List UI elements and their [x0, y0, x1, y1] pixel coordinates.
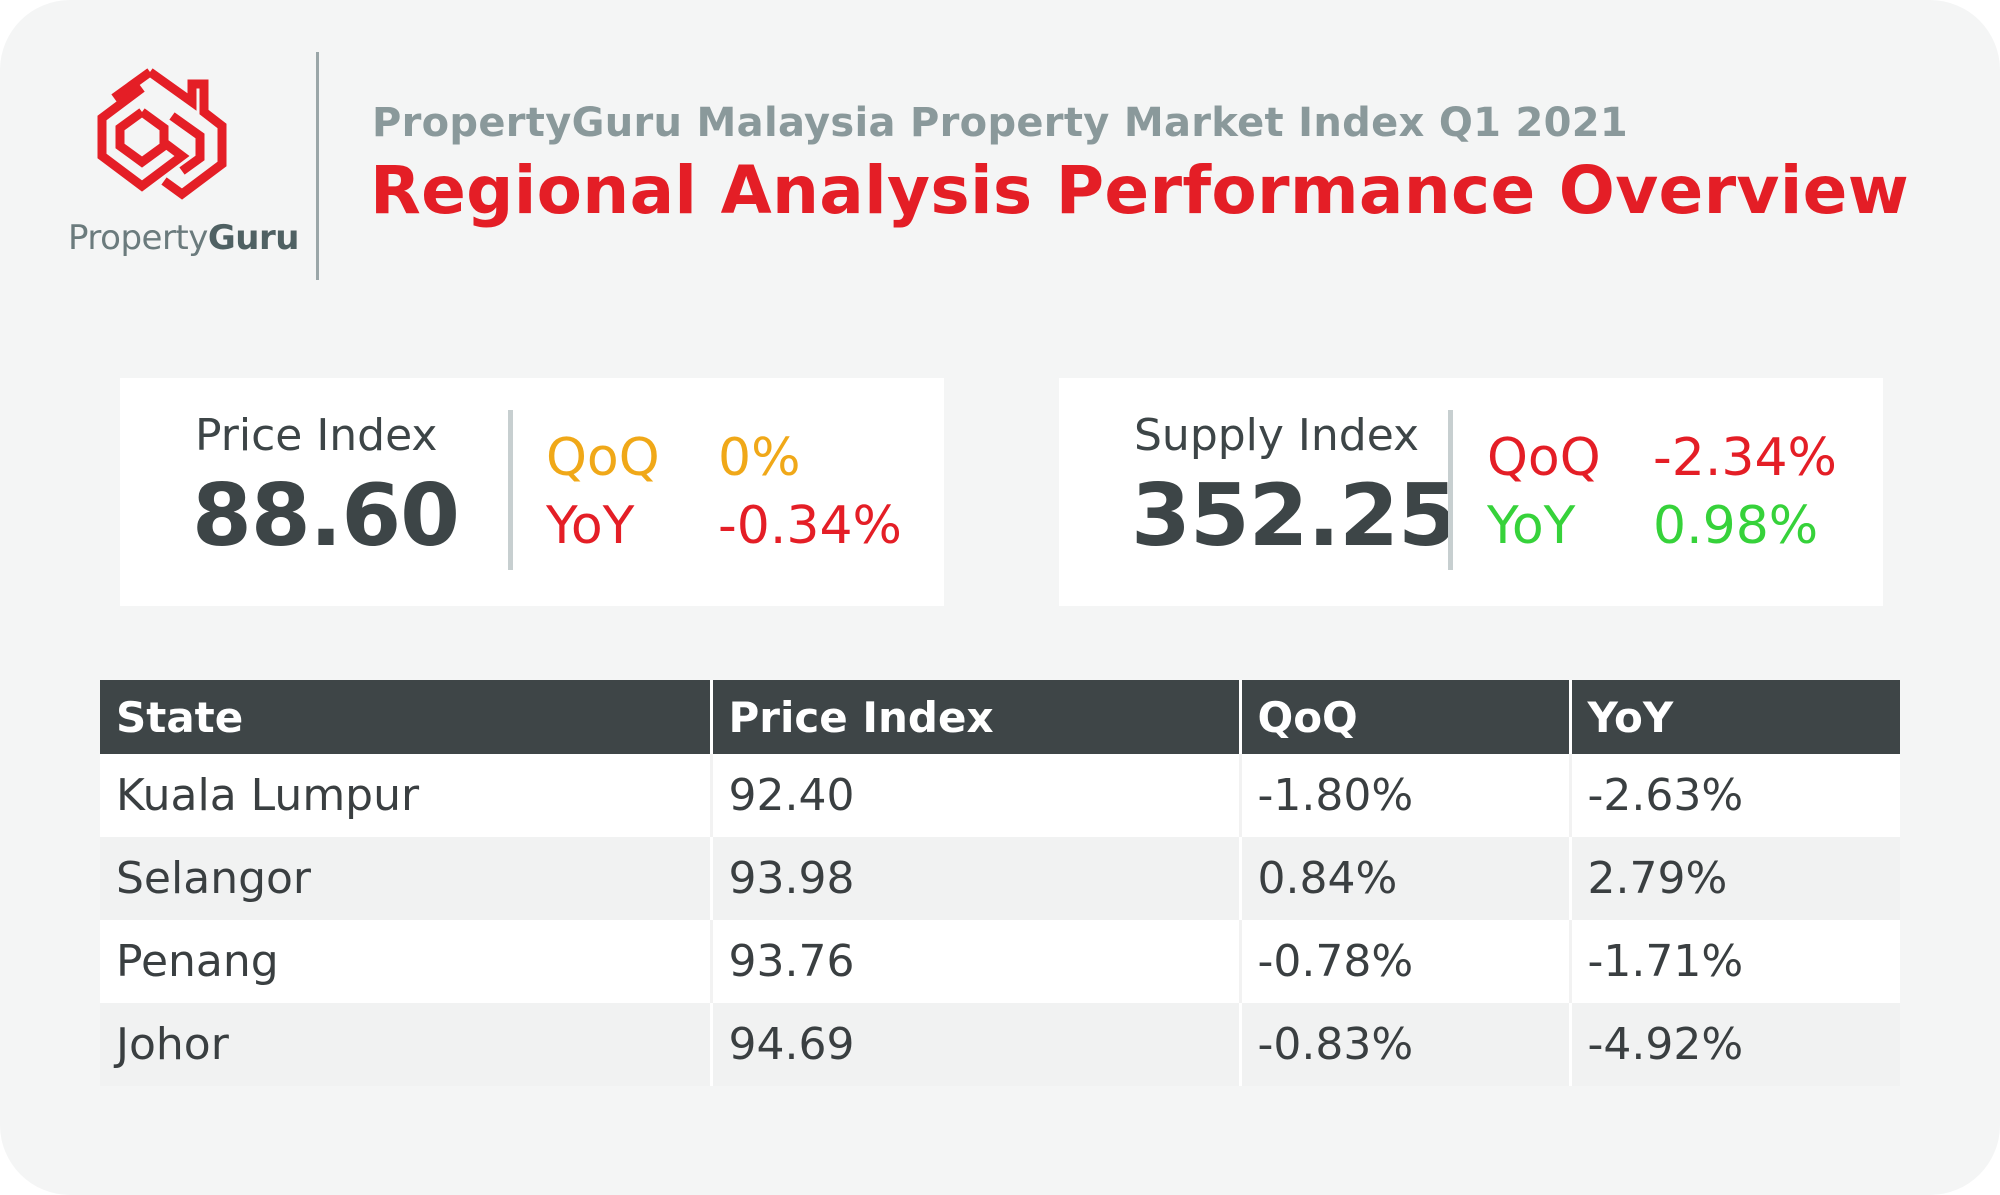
yoy-cell: -4.92% — [1568, 1003, 1900, 1086]
yoy-cell: -1.71% — [1568, 920, 1900, 1003]
yoy-cell: -2.63% — [1568, 754, 1900, 837]
column-header: Price Index — [709, 680, 1240, 754]
page-subtitle: PropertyGuru Malaysia Property Market In… — [372, 100, 1629, 146]
state-cell: Penang — [100, 920, 711, 1003]
supply-yoy-value: 0.98% — [1653, 496, 1819, 556]
column-header: State — [100, 680, 711, 754]
propertyguru-logo: PropertyGuru — [62, 66, 299, 276]
price-index-value: 88.60 — [192, 466, 460, 566]
logo-text-regular: Property — [68, 218, 208, 258]
supply-qoq-label: QoQ — [1487, 428, 1601, 488]
column-header: QoQ — [1238, 680, 1570, 754]
logo-wordmark: PropertyGuru — [68, 218, 299, 258]
yoy-cell: 2.79% — [1568, 837, 1900, 920]
price-index-cell: 93.98 — [709, 837, 1240, 920]
supply-index-divider — [1448, 410, 1453, 570]
supply-index-label: Supply Index — [1134, 410, 1420, 461]
table-row: Selangor 93.98 0.84% 2.79% — [100, 837, 1900, 920]
regional-table: State Price Index QoQ YoY Kuala Lumpur 9… — [100, 680, 1900, 1086]
price-index-card: Price Index 88.60 QoQ 0% YoY -0.34% — [120, 378, 944, 606]
supply-index-value: 352.25 — [1131, 466, 1458, 566]
qoq-cell: 0.84% — [1238, 837, 1570, 920]
price-yoy-label: YoY — [546, 496, 635, 556]
state-cell: Johor — [100, 1003, 711, 1086]
header-divider — [316, 52, 319, 280]
supply-yoy-label: YoY — [1487, 496, 1576, 556]
page-title: Regional Analysis Performance Overview — [370, 152, 1910, 229]
table-header-row: State Price Index QoQ YoY — [100, 680, 1900, 754]
propertyguru-logo-icon — [97, 68, 227, 200]
qoq-cell: -1.80% — [1238, 754, 1570, 837]
price-index-divider — [508, 410, 513, 570]
price-qoq-value: 0% — [718, 428, 801, 488]
logo-text-bold: Guru — [207, 218, 300, 258]
price-index-cell: 94.69 — [709, 1003, 1240, 1086]
state-cell: Kuala Lumpur — [100, 754, 711, 837]
column-header: YoY — [1568, 680, 1900, 754]
price-qoq-label: QoQ — [546, 428, 660, 488]
qoq-cell: -0.83% — [1238, 1003, 1570, 1086]
supply-qoq-value: -2.34% — [1653, 428, 1837, 488]
state-cell: Selangor — [100, 837, 711, 920]
price-index-cell: 92.40 — [709, 754, 1240, 837]
qoq-cell: -0.78% — [1238, 920, 1570, 1003]
table-row: Johor 94.69 -0.83% -4.92% — [100, 1003, 1900, 1086]
supply-index-card: Supply Index 352.25 QoQ -2.34% YoY 0.98% — [1059, 378, 1883, 606]
price-index-label: Price Index — [195, 410, 438, 461]
price-index-cell: 93.76 — [709, 920, 1240, 1003]
table-row: Kuala Lumpur 92.40 -1.80% -2.63% — [100, 754, 1900, 837]
table-row: Penang 93.76 -0.78% -1.71% — [100, 920, 1900, 1003]
price-yoy-value: -0.34% — [718, 496, 902, 556]
